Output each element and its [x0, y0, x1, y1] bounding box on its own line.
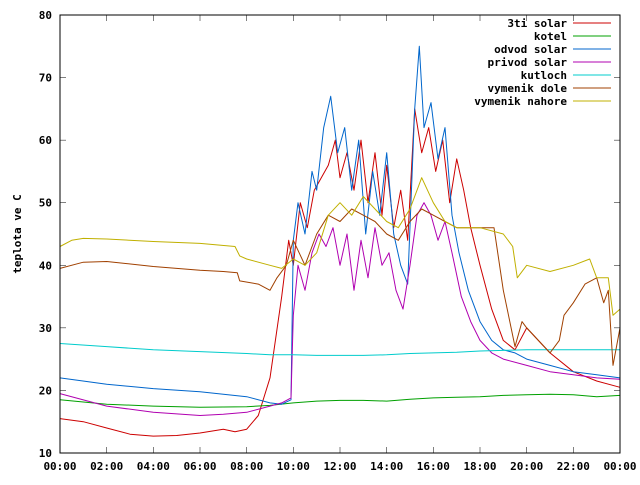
axis-ticks-layer: 10 20 30 40 50 60 70 80 00:00 02:00 04:00 06:00 08:0… — [39, 9, 637, 473]
legend-label: vymenik dole — [488, 82, 568, 95]
y-tick-label: 40 — [39, 259, 52, 272]
legend-label: privod solar — [488, 56, 568, 69]
y-tick-label: 60 — [39, 134, 52, 147]
legend-label: kutloch — [521, 69, 567, 82]
series-line-kotel — [59, 393, 621, 408]
x-tick-label: 00:00 — [43, 460, 76, 473]
x-tick-label: 06:00 — [183, 460, 216, 473]
series-line-kutloch — [59, 343, 620, 356]
x-tick-label: 22:00 — [557, 460, 590, 473]
x-tick-label: 04:00 — [137, 460, 170, 473]
x-tick-label: 14:00 — [370, 460, 403, 473]
legend-label: kotel — [534, 30, 567, 43]
series-layer — [59, 45, 621, 437]
y-tick-label: 30 — [39, 322, 52, 335]
y-tick-label: 70 — [39, 72, 52, 85]
x-tick-label: 02:00 — [90, 460, 123, 473]
series-line-vymenik-dole — [59, 208, 621, 366]
series-line-3ti-solar — [59, 108, 621, 437]
x-tick-label: 08:00 — [230, 460, 263, 473]
legend-label: odvod solar — [494, 43, 567, 56]
y-axis-label: teplota ve C — [11, 194, 24, 273]
y-tick-label: 10 — [39, 447, 52, 460]
series-line-privod-solar — [59, 202, 621, 416]
legend-label: 3ti solar — [507, 17, 567, 30]
x-tick-label: 10:00 — [277, 460, 310, 473]
y-tick-label: 50 — [39, 197, 52, 210]
x-tick-label: 20:00 — [510, 460, 543, 473]
y-tick-label: 20 — [39, 384, 52, 397]
x-tick-label: 00:00 — [603, 460, 636, 473]
y-tick-label: 80 — [39, 9, 52, 22]
series-line-vymenik-nahore — [59, 177, 621, 316]
x-tick-label: 16:00 — [417, 460, 450, 473]
plot-frame — [59, 14, 621, 454]
x-tick-label: 18:00 — [463, 460, 496, 473]
legend-label: vymenik nahore — [474, 95, 567, 108]
x-tick-label: 12:00 — [323, 460, 356, 473]
